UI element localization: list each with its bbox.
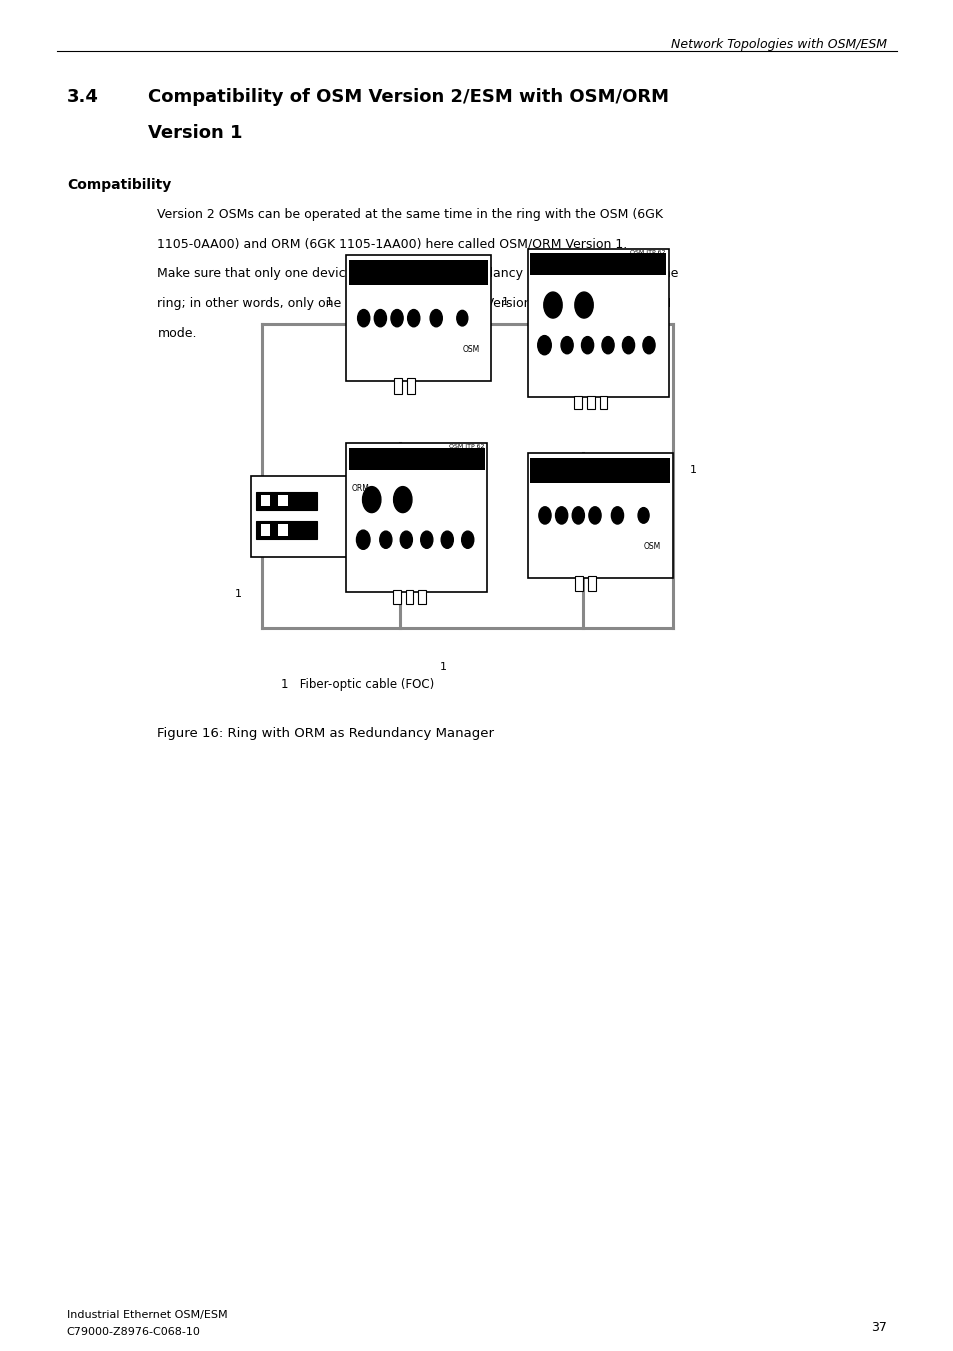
Circle shape bbox=[537, 335, 551, 355]
Bar bbox=[251, 476, 373, 557]
Circle shape bbox=[555, 507, 567, 524]
Circle shape bbox=[430, 309, 442, 327]
Text: Version 2 OSMs can be operated at the same time in the ring with the OSM (6GK: Version 2 OSMs can be operated at the sa… bbox=[157, 208, 662, 222]
Circle shape bbox=[407, 309, 419, 327]
Bar bbox=[277, 494, 287, 507]
Text: 1: 1 bbox=[234, 589, 241, 600]
Circle shape bbox=[621, 336, 634, 354]
Circle shape bbox=[400, 531, 412, 549]
Text: Figure 16: Ring with ORM as Redundancy Manager: Figure 16: Ring with ORM as Redundancy M… bbox=[157, 727, 494, 740]
Bar bbox=[530, 253, 665, 276]
Text: ORM: ORM bbox=[351, 484, 369, 493]
Text: OSM ITP 62: OSM ITP 62 bbox=[449, 444, 484, 450]
Circle shape bbox=[374, 309, 386, 327]
Text: Industrial Ethernet OSM/ESM: Industrial Ethernet OSM/ESM bbox=[67, 1310, 227, 1320]
Bar bbox=[588, 576, 596, 590]
Bar bbox=[393, 590, 400, 604]
Bar bbox=[346, 255, 491, 381]
Bar bbox=[405, 590, 413, 604]
Text: mode.: mode. bbox=[157, 327, 196, 340]
Circle shape bbox=[461, 531, 474, 549]
Circle shape bbox=[391, 309, 403, 327]
Circle shape bbox=[356, 530, 370, 550]
Bar bbox=[346, 443, 487, 592]
Circle shape bbox=[638, 508, 648, 523]
Circle shape bbox=[601, 336, 614, 354]
Bar bbox=[407, 378, 415, 393]
Text: Network Topologies with OSM/ESM: Network Topologies with OSM/ESM bbox=[671, 38, 886, 51]
Text: Make sure that only one device can adopt the redundancy manager function in the: Make sure that only one device can adopt… bbox=[157, 267, 679, 281]
Bar bbox=[349, 447, 484, 470]
Circle shape bbox=[575, 292, 593, 317]
Text: 37: 37 bbox=[870, 1321, 886, 1335]
Bar bbox=[417, 590, 426, 604]
Text: OSM: OSM bbox=[643, 542, 660, 551]
Text: OSM ITP 62: OSM ITP 62 bbox=[630, 250, 665, 255]
Circle shape bbox=[456, 311, 467, 326]
Bar bbox=[527, 249, 668, 397]
Circle shape bbox=[357, 309, 370, 327]
Bar bbox=[255, 492, 316, 509]
Text: 1   Fiber-optic cable (FOC): 1 Fiber-optic cable (FOC) bbox=[281, 678, 435, 692]
Text: C79000-Z8976-C068-10: C79000-Z8976-C068-10 bbox=[67, 1327, 200, 1336]
Bar bbox=[349, 261, 488, 285]
Text: 1: 1 bbox=[501, 297, 509, 307]
Text: Compatibility: Compatibility bbox=[67, 178, 171, 192]
Circle shape bbox=[394, 486, 412, 512]
Bar bbox=[586, 396, 594, 409]
Circle shape bbox=[642, 336, 655, 354]
Text: 1105-0AA00) and ORM (6GK 1105-1AA00) here called OSM/ORM Version 1.: 1105-0AA00) and ORM (6GK 1105-1AA00) her… bbox=[157, 238, 627, 251]
Bar bbox=[260, 524, 270, 535]
Bar bbox=[394, 378, 402, 393]
Text: OSM: OSM bbox=[462, 345, 479, 354]
Circle shape bbox=[560, 336, 573, 354]
Circle shape bbox=[538, 507, 551, 524]
Bar bbox=[530, 458, 669, 482]
Circle shape bbox=[588, 507, 600, 524]
Text: Version 1: Version 1 bbox=[148, 124, 242, 142]
Circle shape bbox=[543, 292, 561, 317]
Text: 1: 1 bbox=[439, 662, 447, 671]
Text: 1: 1 bbox=[689, 465, 696, 476]
Bar bbox=[277, 524, 287, 535]
Text: ring; in other words, only one ORM or only one OSM Version 2 operating in the RM: ring; in other words, only one ORM or on… bbox=[157, 297, 671, 311]
Circle shape bbox=[420, 531, 433, 549]
Circle shape bbox=[440, 531, 453, 549]
Circle shape bbox=[611, 507, 623, 524]
Bar bbox=[260, 494, 270, 507]
Text: 1: 1 bbox=[325, 297, 333, 307]
Circle shape bbox=[581, 336, 593, 354]
Text: Compatibility of OSM Version 2/ESM with OSM/ORM: Compatibility of OSM Version 2/ESM with … bbox=[148, 88, 668, 105]
Bar bbox=[574, 396, 581, 409]
Circle shape bbox=[572, 507, 584, 524]
Bar bbox=[527, 453, 672, 578]
Circle shape bbox=[379, 531, 392, 549]
Bar bbox=[575, 576, 583, 590]
Bar bbox=[255, 521, 316, 539]
Bar bbox=[598, 396, 607, 409]
Text: 3.4: 3.4 bbox=[67, 88, 98, 105]
Circle shape bbox=[362, 486, 380, 512]
